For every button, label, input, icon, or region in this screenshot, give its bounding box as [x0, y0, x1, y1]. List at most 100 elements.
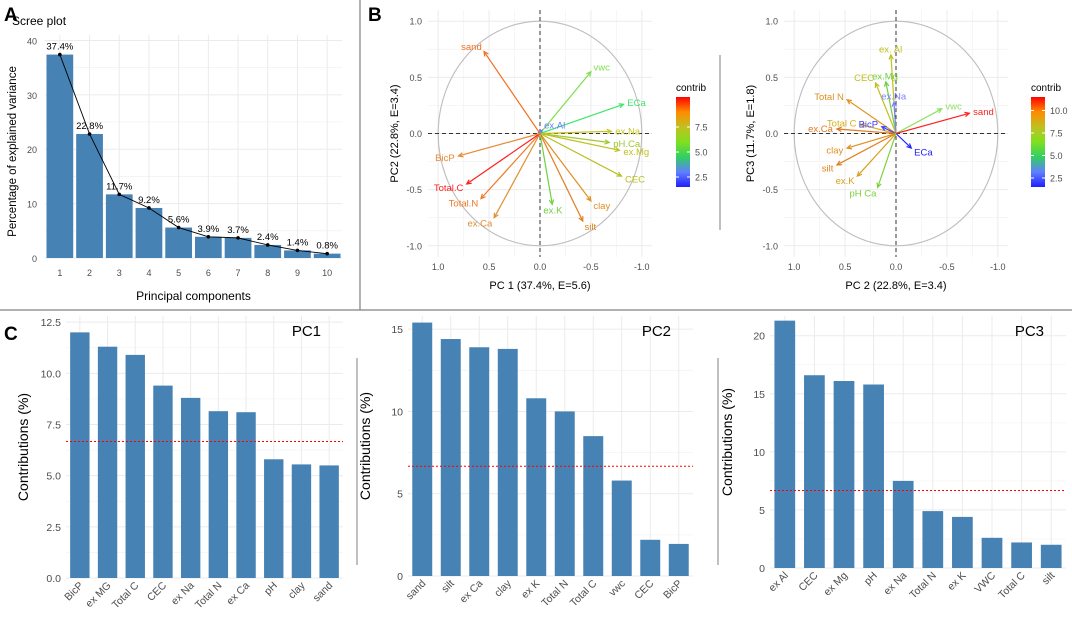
loading-vector [493, 133, 541, 218]
scree-plot: Scree plot 37.4% 1 22.8% 2 11.7% 3 9.2% 4 5.6% 5 3.… [7, 14, 342, 303]
scree-data-label: 11.7% [106, 181, 133, 192]
loading-arrowhead [835, 126, 842, 133]
loading-vector [466, 133, 541, 185]
contrib-bar [469, 347, 490, 576]
loading-arrowhead [891, 100, 897, 107]
scree-data-label: 5.6% [168, 215, 190, 226]
loading-arrowhead [465, 179, 472, 185]
y-axis-title: PC3 (11.7%, E=1.8) [745, 85, 757, 182]
x-tick-label: ex K [945, 570, 968, 593]
x-axis-title: PC 2 (22.8%, E=3.4) [845, 280, 946, 292]
x-tick-label: 5 [176, 268, 181, 278]
y-tick-label: 0 [32, 254, 37, 264]
x-tick-label: ex Mg [821, 570, 850, 599]
scree-line [59, 54, 328, 255]
loading-vector [895, 108, 943, 135]
loading-arrowhead [856, 171, 863, 178]
x-tick-label: Total N [193, 580, 225, 612]
loading-label: ex. Al [879, 44, 902, 55]
loading-vector [539, 130, 612, 135]
legend-title: contrib [676, 83, 706, 94]
x-tick-label: clay [492, 577, 514, 599]
loading-arrowhead [874, 81, 880, 89]
contrib-bar [97, 346, 118, 578]
panel-letter-a: A [4, 5, 18, 26]
contrib-bar [180, 397, 201, 578]
y-tick-label: 5 [397, 489, 403, 501]
loading-label: sand [973, 107, 994, 118]
loading-vector [885, 81, 897, 134]
x-tick-label: 1.0 [788, 262, 801, 272]
scree-bar [224, 237, 252, 258]
loading-vector [836, 128, 897, 135]
contrib-bar [640, 539, 661, 576]
loading-arrowhead [578, 216, 584, 223]
x-tick-label: ex Na [881, 570, 909, 598]
scree-data-label: 9.2% [138, 195, 160, 206]
loading-arrowhead [616, 171, 623, 177]
scree-bar [76, 133, 103, 258]
loading-label: pH.Ca [613, 139, 641, 150]
loading-label: Total N [814, 92, 844, 103]
scree-data-label: 22.8% [76, 121, 103, 132]
y-tick-label: -1.0 [406, 241, 422, 251]
x-tick-label: -0.5 [939, 262, 955, 272]
loading-arrowhead [845, 144, 853, 150]
scree-data-label: 3.9% [198, 224, 220, 235]
scree-bar [284, 250, 311, 258]
contrib-bar [291, 464, 312, 578]
loading-label: CEC [854, 73, 874, 84]
x-tick-label: 4 [146, 268, 151, 278]
y-tick-label: -0.5 [406, 185, 422, 195]
loading-arrowhead [548, 199, 555, 206]
scree-point [206, 234, 211, 239]
scree-point [87, 132, 92, 136]
loading-label: ex.Na [615, 127, 641, 138]
y-tick-label: 2.5 [46, 522, 61, 534]
y-tick-label: 20 [27, 145, 37, 155]
contrib-bar [981, 537, 1003, 568]
loading-vector [881, 126, 897, 135]
legend-tick-label: 2.5 [1050, 174, 1063, 184]
x-tick-label: Total N [539, 578, 571, 610]
x-tick-label: 0.0 [534, 262, 547, 272]
loading-arrowhead [845, 99, 853, 105]
x-tick-label: silt [1040, 570, 1058, 588]
loading-arrowhead [835, 160, 842, 166]
contrib-bar [583, 436, 604, 576]
x-tick-label: -1.0 [634, 262, 650, 272]
contrib-bar [208, 411, 229, 578]
loading-vector [895, 133, 912, 149]
loading-vector [539, 132, 620, 151]
legend-title: contrib [1031, 83, 1061, 94]
y-tick-label: 5 [759, 505, 765, 517]
x-tick-label: 2 [87, 268, 92, 278]
loading-label: silt [822, 163, 834, 174]
loading-vector [856, 133, 897, 177]
contrib-bar [1040, 544, 1062, 568]
y-tick-label: 0.0 [46, 573, 61, 585]
contrib-bar [236, 412, 256, 578]
x-tick-label: 1 [57, 268, 62, 278]
x-tick-label: 7 [236, 268, 241, 278]
loading-label: ex.Ca [467, 218, 493, 229]
loading-label: clay [593, 201, 610, 212]
loading-arrowhead [586, 195, 592, 202]
loading-vector [836, 132, 897, 166]
loading-vector [877, 133, 897, 188]
y-tick-label: 1.0 [409, 17, 422, 27]
loading-vector [539, 103, 624, 135]
y-tick-label: 10 [753, 447, 765, 459]
contrib-bar [952, 516, 973, 568]
loading-label: ex.Mg [623, 147, 649, 158]
x-tick-label: CEC [796, 569, 820, 593]
x-tick-label: 3 [117, 268, 122, 278]
loading-label: ex.Na [881, 92, 907, 103]
loading-vector [539, 132, 622, 177]
x-tick-label: sand [311, 580, 336, 605]
contrib-bar [153, 385, 173, 578]
loading-arrowhead [888, 53, 894, 60]
loading-vector [893, 102, 897, 134]
x-tick-label: Total N [907, 570, 939, 602]
